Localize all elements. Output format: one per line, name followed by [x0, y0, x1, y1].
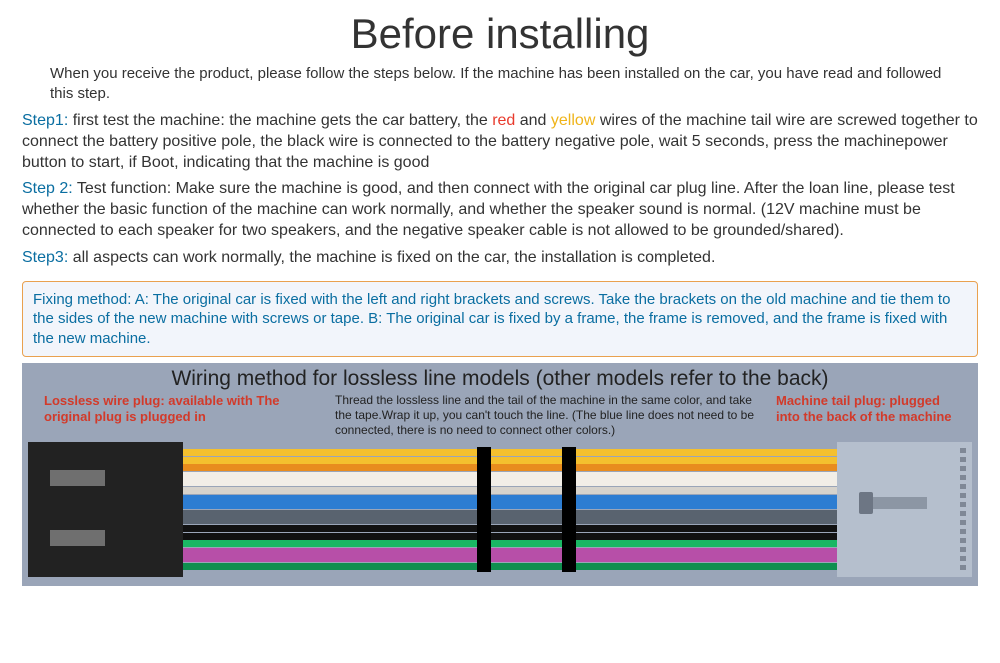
- step3: Step3: all aspects can work normally, th…: [0, 246, 1000, 273]
- wire: [183, 502, 837, 509]
- wiring-notes-row: Lossless wire plug: available with The o…: [22, 393, 978, 442]
- right-plug-slot: [960, 511, 966, 516]
- wire: [183, 449, 837, 456]
- wire: [183, 517, 837, 524]
- wire: [183, 472, 837, 479]
- right-plug-slot: [960, 529, 966, 534]
- wire: [183, 457, 837, 464]
- fixing-method-box: Fixing method: A: The original car is fi…: [22, 281, 978, 358]
- right-plug-slot: [960, 457, 966, 462]
- right-plug-slot: [960, 547, 966, 552]
- wire: [183, 487, 837, 494]
- step1: Step1: first test the machine: the machi…: [0, 109, 1000, 177]
- wire: [183, 548, 837, 555]
- step2-label: Step 2:: [22, 180, 73, 197]
- wire: [183, 479, 837, 486]
- right-plug-slot: [960, 520, 966, 525]
- wire: [183, 555, 837, 562]
- right-plug-slot: [960, 475, 966, 480]
- page-title: Before installing: [0, 0, 1000, 64]
- right-plug-slot: [960, 538, 966, 543]
- right-plug-slot: [960, 466, 966, 471]
- note-center: Thread the lossless line and the tail of…: [335, 393, 765, 438]
- right-plug-handle: [867, 497, 927, 509]
- step3-text: all aspects can work normally, the machi…: [68, 249, 715, 266]
- wiring-panel: Wiring method for lossless line models (…: [22, 363, 978, 586]
- note-right: Machine tail plug: plugged into the back…: [776, 393, 956, 438]
- right-plug-slot: [960, 502, 966, 507]
- right-plug-knob: [859, 492, 873, 514]
- right-plug-slot: [960, 493, 966, 498]
- tape-band-icon: [477, 447, 491, 572]
- left-plug-icon: [28, 442, 183, 577]
- left-plug-pin: [50, 470, 105, 486]
- right-plug-slot: [960, 448, 966, 453]
- wire: [183, 540, 837, 547]
- wire: [183, 533, 837, 540]
- wire: [183, 495, 837, 502]
- wire-bundle: [183, 447, 837, 572]
- left-plug-pin: [50, 530, 105, 546]
- step3-label: Step3:: [22, 249, 68, 266]
- tape-band-icon: [562, 447, 576, 572]
- right-plug-slot: [960, 565, 966, 570]
- wire: [183, 563, 837, 570]
- note-left: Lossless wire plug: available with The o…: [44, 393, 324, 438]
- wire: [183, 464, 837, 471]
- step2-text: Test function: Make sure the machine is …: [22, 180, 955, 239]
- step1-label: Step1:: [22, 112, 68, 129]
- wiring-diagram: [28, 442, 972, 582]
- wire: [183, 525, 837, 532]
- step2: Step 2: Test function: Make sure the mac…: [0, 177, 1000, 245]
- right-plug-icon: [837, 442, 972, 577]
- wire: [183, 510, 837, 517]
- intro-text: When you receive the product, please fol…: [0, 64, 1000, 109]
- right-plug-slot: [960, 484, 966, 489]
- step1-text-b: and: [515, 112, 551, 129]
- step1-text-a: first test the machine: the machine gets…: [68, 112, 492, 129]
- step1-red-word: red: [492, 112, 515, 129]
- wiring-title: Wiring method for lossless line models (…: [22, 363, 978, 393]
- step1-yellow-word: yellow: [551, 112, 595, 129]
- right-plug-slot: [960, 556, 966, 561]
